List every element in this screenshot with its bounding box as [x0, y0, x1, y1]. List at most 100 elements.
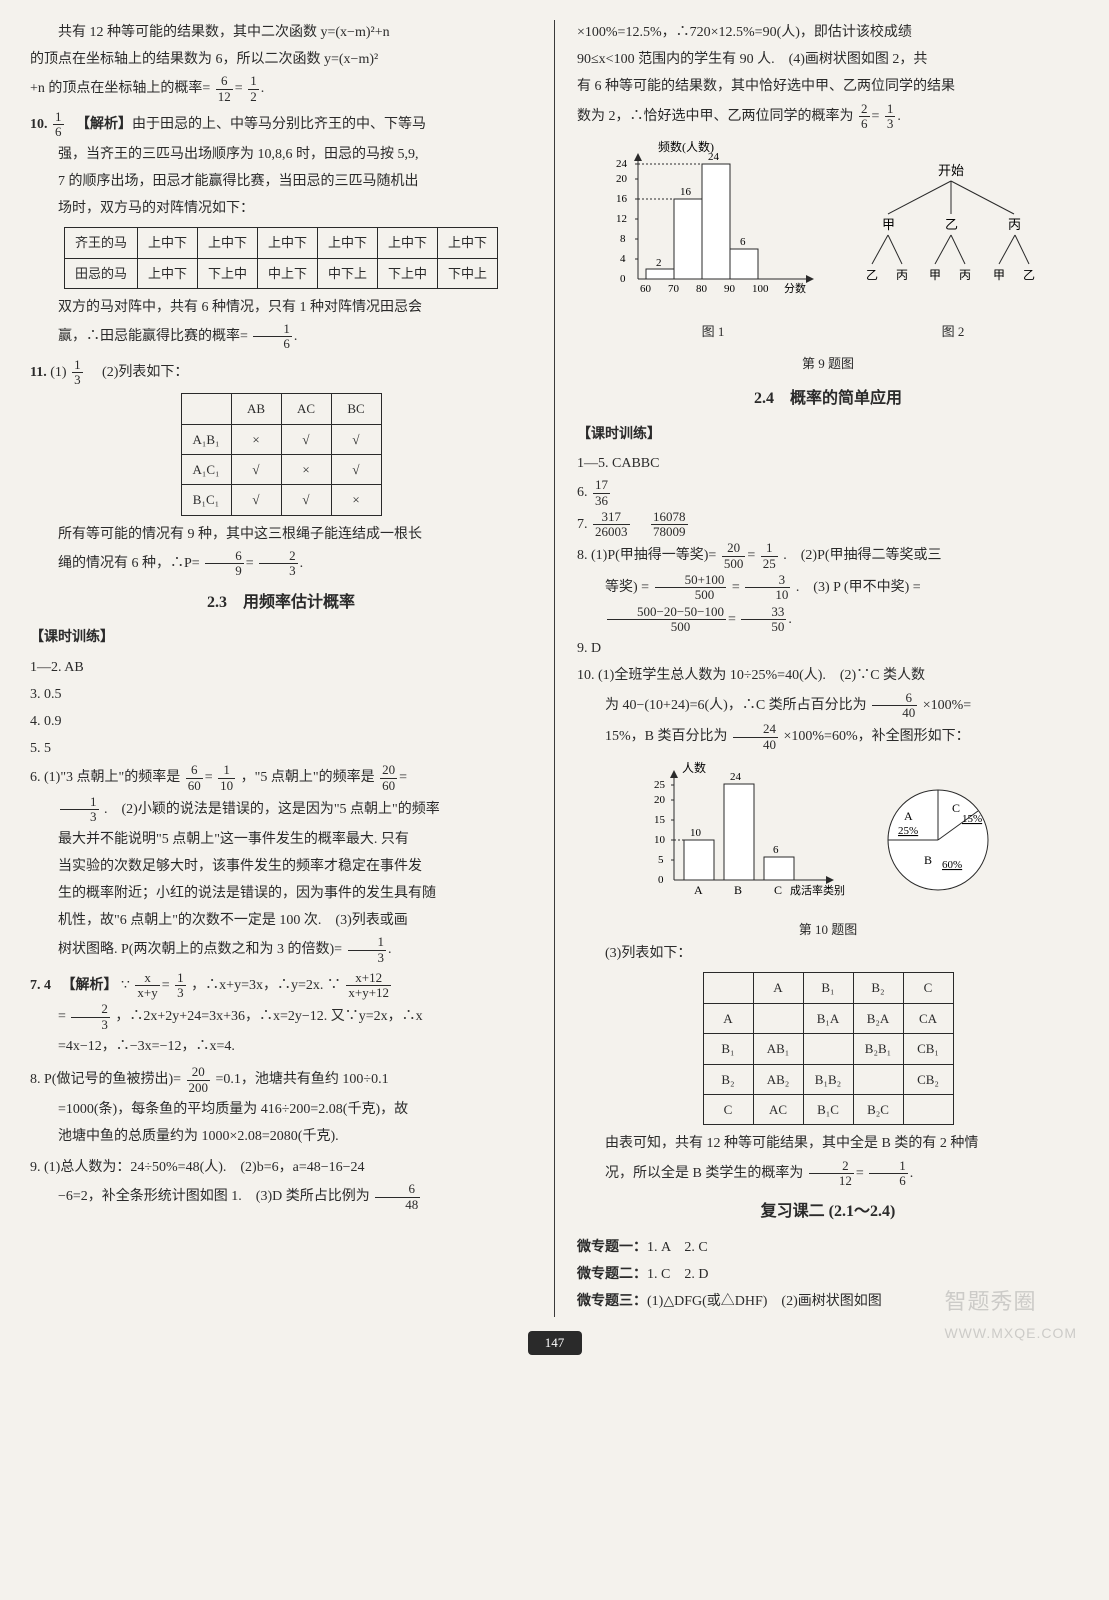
q7: 7. 4 【解析】 ∵ xx+y= 13 ，∴x+y=3x，∴y=2x. ∵ x… [30, 971, 532, 1001]
right-column: ×100%=12.5%，∴720×12.5%=90(人)，即估计该校成绩 90≤… [577, 20, 1079, 1317]
q9-l2: −6=2，补全条形统计图如图 1. (3)D 类所占比例为 648 [30, 1182, 532, 1212]
q10-l1: 由于田忌的上、中等马分别比齐王的中、下等马 [132, 117, 426, 132]
svg-text:A: A [904, 809, 913, 823]
sec-2-3-title: 2.3 用频率估计概率 [30, 589, 532, 618]
q8: 8. P(做记号的鱼被捞出)= 20200 =0.1，池塘共有鱼约 100÷0.… [30, 1065, 532, 1095]
svg-text:乙: 乙 [1023, 268, 1035, 282]
q10-num: 10. [30, 117, 48, 132]
q6-l5: 生的概率附近；小红的说法是错误的，因为事件的发生具有随 [30, 881, 532, 906]
svg-text:乙: 乙 [945, 217, 958, 232]
svg-text:2: 2 [656, 257, 662, 269]
svg-text:70: 70 [668, 283, 680, 295]
r-q10-table: A B₁ B₂ C AB₁AB₂ACA B₁AB₁B₂B₁CB₁ B₂AB₂B₁… [703, 972, 954, 1125]
svg-text:丙: 丙 [1008, 217, 1021, 232]
r-top-l2: 90≤x<100 范围内的学生有 90 人. (4)画树状图如图 2，共 [577, 47, 1079, 72]
svg-text:8: 8 [620, 233, 626, 245]
r-q10-l3: 15%，B 类百分比为 2440 ×100%=60%，补全图形如下： [577, 722, 1079, 752]
r-top-l3: 有 6 种等可能的结果数，其中恰好选中甲、乙两位同学的结果 [577, 74, 1079, 99]
svg-text:6: 6 [773, 844, 779, 856]
q8-l3: 池塘中鱼的总质量约为 1000×2.08=2080(千克). [30, 1124, 532, 1149]
q6: 6. (1)"3 点朝上"的频率是 660= 110 ，"5 点朝上"的频率是 … [30, 763, 532, 793]
r-a7: 7. 31726003 1607878009 [577, 510, 1079, 540]
svg-text:成活率类别: 成活率类别 [790, 883, 845, 897]
barchart-svg-icon: 频数(人数) 0 4 8 12 16 20 24 [598, 139, 828, 309]
q11: 11. (1) 13 (2)列表如下： [30, 358, 532, 388]
r-q10-tail2: 况，所以全是 B 类学生的概率为 212= 16. [577, 1159, 1079, 1189]
r-q8-l3: 500−20−50−100500= 3350. [577, 605, 1079, 635]
q10-l4: 场时，双方马的对阵情况如下： [30, 196, 532, 221]
column-divider [554, 20, 555, 1317]
svg-text:频数(人数): 频数(人数) [658, 139, 714, 154]
fig10-piechart-icon: A 25% C 15% B 60% [868, 770, 1018, 910]
svg-text:B: B [924, 853, 932, 867]
r-top-l1: ×100%=12.5%，∴720×12.5%=90(人)，即估计该校成绩 [577, 20, 1079, 45]
svg-text:24: 24 [730, 771, 742, 783]
svg-text:甲: 甲 [993, 268, 1005, 282]
svg-text:C: C [774, 883, 782, 897]
sec-2-4-title: 2.4 概率的简单应用 [577, 385, 1079, 414]
q7-l3: =4x−12，∴−3x=−12，∴x=4. [30, 1034, 532, 1059]
table-row: 田忌的马 上中下 下上中 中上下 中下上 下上中 下中上 [64, 258, 497, 288]
svg-text:80: 80 [696, 283, 708, 295]
svg-text:10: 10 [654, 834, 666, 846]
svg-text:0: 0 [620, 273, 626, 285]
intro-frac1: 612 [216, 74, 233, 104]
svg-text:24: 24 [616, 158, 628, 170]
svg-text:C: C [952, 801, 960, 815]
q6-l6: 机性，故"6 点朝上"的次数不一定是 100 次. (3)列表或画 [30, 908, 532, 933]
table-row: 齐王的马 上中下 上中下 上中下 上中下 上中下 上中下 [64, 228, 497, 258]
q8-l2: =1000(条)，每条鱼的平均质量为 416÷200=2.08(千克)，故 [30, 1097, 532, 1122]
intro-l3-pre: +n 的顶点在坐标轴上的概率= [30, 81, 210, 96]
svg-text:90: 90 [724, 283, 736, 295]
svg-text:12: 12 [616, 213, 627, 225]
r-keshi: 【课时训练】 [577, 422, 1079, 447]
q11-table: AB AC BC A₁B₁×√√ A₁C₁√×√ B₁C₁√√× [181, 393, 382, 516]
fig9-barchart: 频数(人数) 0 4 8 12 16 20 24 [598, 139, 828, 344]
fig10-wrap: 人数 0 5 10 15 20 25 10 24 6 [577, 760, 1079, 910]
svg-text:25: 25 [654, 779, 666, 791]
svg-text:甲: 甲 [929, 268, 941, 282]
svg-text:0: 0 [658, 874, 664, 886]
svg-text:分数: 分数 [784, 282, 806, 295]
q10-l5: 双方的马对阵中，共有 6 种情况，只有 1 种对阵情况田忌会 [30, 295, 532, 320]
svg-text:A: A [694, 883, 703, 897]
fig10-barchart-icon: 人数 0 5 10 15 20 25 10 24 6 [638, 760, 848, 910]
svg-text:开始: 开始 [938, 163, 964, 178]
watermark-url: WWW.MXQE.COM [944, 1321, 1077, 1346]
q6-l7: 树状图略. P(两次朝上的点数之和为 3 的倍数)= 13. [30, 935, 532, 965]
a3: 3. 0.5 [30, 682, 532, 707]
fig9-caption: 第 9 题图 [577, 352, 1079, 375]
q6-l3: 最大并不能说明"5 点朝上"这一事件发生的概率最大. 只有 [30, 827, 532, 852]
tree-svg-icon: 开始 甲 乙 丙 乙 丙 甲 丙 甲 乙 [848, 159, 1058, 309]
r-q10-p3: (3)列表如下： [577, 941, 1079, 966]
q11-l4: 绳的情况有 6 种，∴P= 69= 23. [30, 549, 532, 579]
r-a1-5: 1—5. CABBC [577, 451, 1079, 476]
r-top-l4: 数为 2，∴恰好选中甲、乙两位同学的概率为 26= 13. [577, 102, 1079, 132]
svg-text:15: 15 [654, 814, 666, 826]
svg-text:60%: 60% [942, 859, 962, 871]
q10: 10. 16 【解析】由于田忌的上、中等马分别比齐王的中、下等马 [30, 110, 532, 140]
q10-l3: 7 的顺序出场，田忌才能赢得比赛，当田忌的三匹马随机出 [30, 169, 532, 194]
svg-text:5: 5 [658, 854, 664, 866]
svg-text:甲: 甲 [882, 217, 895, 232]
svg-text:10: 10 [690, 827, 702, 839]
svg-text:20: 20 [616, 173, 628, 185]
q11-l3: 所有等可能的情况有 9 种，其中这三根绳子能连结成一根长 [30, 522, 532, 547]
fig9-tree: 开始 甲 乙 丙 乙 丙 甲 丙 甲 乙 图 2 [848, 159, 1058, 344]
svg-text:丙: 丙 [959, 268, 971, 282]
page-columns: 共有 12 种等可能的结果数，其中二次函数 y=(x−m)²+n 的顶点在坐标轴… [30, 20, 1079, 1317]
review-title: 复习课二 (2.1～2.4) [577, 1198, 1079, 1227]
q10-table: 齐王的马 上中下 上中下 上中下 上中下 上中下 上中下 田忌的马 上中下 下上… [64, 227, 498, 289]
a5: 5. 5 [30, 736, 532, 761]
q7-l2: = 23 ，∴2x+2y+24=3x+36，∴x=2y−12. 又∵y=2x，∴… [30, 1002, 532, 1032]
svg-text:100: 100 [752, 283, 769, 295]
wz3: 微专题三：(1)△DFG(或△DHF) (2)画树状图如图 [577, 1289, 1079, 1314]
a4: 4. 0.9 [30, 709, 532, 734]
r-q10-l2: 为 40−(10+24)=6(人)，∴C 类所占百分比为 640 ×100%= [577, 691, 1079, 721]
r-a9: 9. D [577, 636, 1079, 661]
svg-text:B: B [734, 883, 742, 897]
svg-text:4: 4 [620, 253, 626, 265]
q6-l4: 当实验的次数足够大时，该事件发生的频率才稳定在事件发 [30, 854, 532, 879]
keshi-heading: 【课时训练】 [30, 625, 532, 650]
fig10-caption: 第 10 题图 [577, 918, 1079, 941]
